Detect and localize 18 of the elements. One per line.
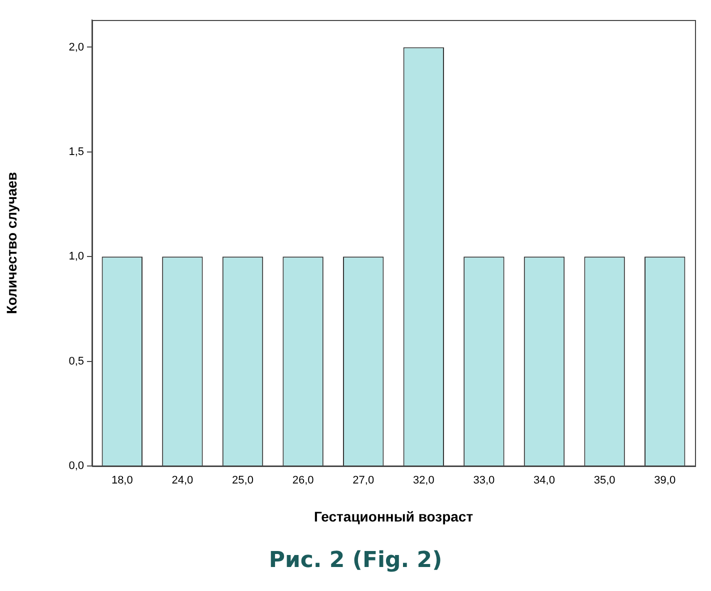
x-tick-label: 26,0 [292, 474, 314, 487]
x-tick-label: 25,0 [232, 474, 254, 487]
x-axis-title: Гестационный возраст [314, 508, 474, 524]
x-tick-label: 24,0 [172, 474, 194, 487]
y-tick-label: 2,0 [68, 41, 84, 54]
text: Рис. 2 (Fig. 2) [268, 548, 444, 573]
y-tick-label: 0,0 [68, 460, 84, 472]
x-tick-label: 18,0 [111, 474, 133, 487]
y-axis-title: Количество случаев [3, 172, 20, 314]
x-tick-label: 33,0 [473, 474, 495, 487]
y-tick-label: 0,5 [68, 355, 84, 368]
x-tick-label: 35,0 [594, 474, 616, 487]
x-tick-label: 27,0 [352, 474, 374, 487]
y-tick-label: 1,5 [68, 146, 84, 158]
x-tick-label: 34,0 [534, 474, 555, 487]
y-tick-label: 1,0 [68, 250, 84, 263]
x-tick-label: 39,0 [654, 474, 676, 487]
x-tick-label: 32,0 [412, 474, 434, 487]
